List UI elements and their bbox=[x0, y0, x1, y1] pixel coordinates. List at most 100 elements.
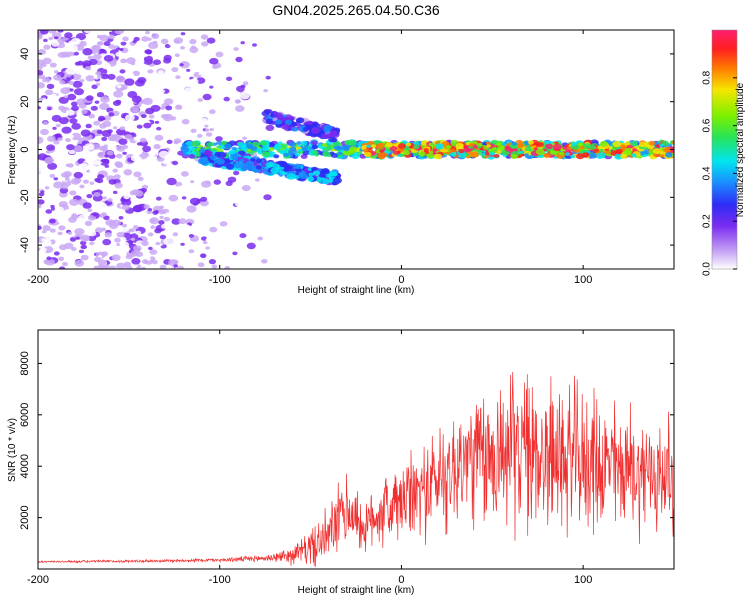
spectrogram-cell bbox=[189, 78, 199, 85]
spectrogram-cell bbox=[69, 198, 79, 206]
spectrogram-x-ticks: -200 -100 0 100 bbox=[27, 30, 592, 286]
spectrogram-cell bbox=[70, 178, 81, 185]
spectrogram-cell bbox=[95, 71, 102, 76]
spectrogram-cell bbox=[190, 85, 197, 90]
spectrogram-cell bbox=[242, 196, 248, 201]
spectrogram-cell bbox=[215, 51, 224, 58]
spectrogram-cell bbox=[229, 149, 236, 155]
spectrogram-cell bbox=[116, 231, 125, 238]
spectrogram-cell bbox=[141, 36, 150, 42]
spectrogram-cell bbox=[71, 214, 78, 220]
spectrogram-cell bbox=[149, 249, 158, 255]
spectrogram-cell bbox=[201, 41, 209, 47]
spectrogram-cell bbox=[43, 242, 50, 247]
spectrogram-cell bbox=[181, 196, 187, 200]
spectrogram-cell bbox=[188, 154, 196, 159]
spectrogram-cell bbox=[57, 217, 66, 224]
spectrogram-cell bbox=[83, 30, 93, 34]
spectrogram-cell bbox=[398, 143, 406, 149]
spectrogram-cell bbox=[311, 127, 320, 134]
spectrogram-cell bbox=[127, 127, 135, 133]
spectrogram-cell bbox=[55, 123, 61, 128]
spectrogram-cell bbox=[458, 153, 466, 159]
spectrogram-cell bbox=[477, 142, 483, 147]
spectrogram-cell bbox=[61, 126, 72, 134]
snr-plot-area bbox=[38, 330, 674, 569]
spectrogram-cell bbox=[57, 231, 63, 236]
spectrogram-cell bbox=[80, 129, 91, 137]
spectrogram-cell bbox=[389, 145, 398, 152]
spectrogram-cell bbox=[201, 180, 212, 188]
spectrogram-cell bbox=[162, 160, 169, 165]
spectrogram-cell bbox=[96, 178, 104, 184]
spectrogram-cell bbox=[67, 134, 74, 139]
spectrogram-cell bbox=[101, 251, 109, 257]
spectrogram-cell bbox=[42, 57, 52, 65]
spectrogram-cell bbox=[240, 41, 245, 45]
spectrogram-cell bbox=[64, 32, 73, 39]
spectrogram-cell bbox=[190, 128, 197, 133]
spectrogram-cell bbox=[104, 232, 112, 238]
spectrogram-cell bbox=[111, 254, 121, 261]
spectrogram-cell bbox=[112, 190, 118, 194]
spectrogram-cell bbox=[73, 171, 84, 179]
spectrogram-cell bbox=[71, 73, 82, 81]
y-tick-label: 2000 bbox=[19, 505, 31, 529]
spectrogram-cell bbox=[239, 158, 245, 163]
spectrogram-cell bbox=[171, 67, 179, 73]
spectrogram-cell bbox=[57, 30, 64, 33]
spectrogram-cell bbox=[284, 119, 293, 126]
spectrogram-cell bbox=[80, 244, 88, 250]
spectrogram-cell bbox=[152, 260, 158, 265]
spectrogram-cell bbox=[124, 114, 135, 122]
spectrogram-cell bbox=[321, 178, 330, 185]
y-tick-label: -20 bbox=[19, 189, 31, 205]
spectrogram-cell bbox=[154, 134, 164, 141]
spectrogram-cell bbox=[630, 141, 638, 147]
spectrogram-cell bbox=[232, 251, 238, 256]
spectrogram-cell bbox=[206, 37, 216, 44]
spectrogram-cell bbox=[38, 49, 46, 55]
spectrogram-cell bbox=[189, 38, 197, 45]
spectrogram-cell bbox=[165, 105, 173, 111]
spectrogram-cell bbox=[235, 99, 241, 104]
spectrogram-cell bbox=[75, 255, 81, 260]
spectrogram-cell bbox=[132, 225, 139, 230]
spectrogram-cell bbox=[245, 160, 255, 167]
spectrogram-cell bbox=[261, 145, 270, 152]
spectrogram-cell bbox=[579, 145, 585, 150]
spectrogram-cell bbox=[349, 146, 358, 153]
spectrogram-cell bbox=[274, 144, 282, 150]
spectrogram-cell bbox=[180, 242, 185, 246]
spectrogram-cell bbox=[137, 176, 144, 181]
spectrogram-cell bbox=[87, 55, 94, 60]
spectrogram-cell bbox=[293, 163, 302, 170]
spectrogram-cell bbox=[333, 177, 342, 184]
spectrogram-cell bbox=[69, 88, 74, 92]
spectrogram-cell bbox=[38, 192, 45, 197]
spectrogram-cell bbox=[405, 142, 412, 147]
spectrogram-cell bbox=[97, 117, 104, 122]
spectrogram-cell bbox=[124, 78, 135, 86]
spectrogram-cell bbox=[96, 34, 102, 39]
spectrogram-cell bbox=[151, 33, 160, 40]
spectrogram-cell bbox=[312, 170, 321, 176]
spectrogram-cell bbox=[136, 142, 142, 146]
spectrogram-cell bbox=[57, 51, 67, 58]
spectrogram-cell bbox=[510, 154, 518, 159]
spectrogram-cell bbox=[119, 225, 130, 232]
spectrogram-cell bbox=[199, 156, 209, 164]
spectrogram-cell bbox=[200, 253, 207, 258]
spectrogram-cell bbox=[277, 141, 283, 145]
spectrogram-cell bbox=[493, 154, 500, 158]
spectrogram-cell bbox=[235, 30, 242, 33]
colorbar-tick-label: 0.6 bbox=[702, 118, 713, 132]
spectrogram-cell bbox=[209, 226, 218, 233]
spectrogram-cell bbox=[296, 117, 305, 124]
spectrogram-cell bbox=[188, 249, 195, 254]
colorbar-tick-label: 0.4 bbox=[702, 166, 713, 180]
spectrogram-cell bbox=[237, 34, 243, 39]
y-tick-label: 8000 bbox=[19, 351, 31, 375]
spectrogram-cell bbox=[159, 89, 166, 94]
spectrogram-cell bbox=[570, 141, 578, 147]
